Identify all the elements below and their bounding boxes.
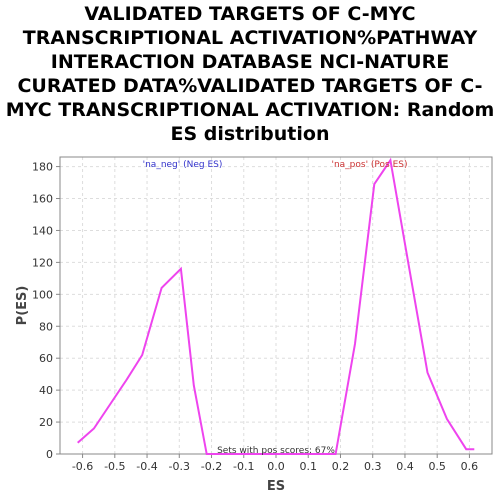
- x-tick-label: -0.3: [169, 460, 190, 473]
- y-tick-label: 40: [39, 384, 53, 397]
- y-tick-label: 160: [32, 193, 53, 206]
- x-tick-label: 0.4: [396, 460, 414, 473]
- x-tick-label: 0.1: [299, 460, 317, 473]
- y-tick-label: 180: [32, 161, 53, 174]
- y-tick-label: 140: [32, 224, 53, 237]
- annotation-label: 'na_pos' (Pos ES): [331, 160, 407, 170]
- y-tick-label: 0: [46, 448, 53, 461]
- series-layer: [77, 157, 475, 455]
- x-tick-label: -0.1: [233, 460, 254, 473]
- series-line: [77, 157, 475, 455]
- x-tick-label: 0.3: [364, 460, 382, 473]
- x-tick-label: -0.2: [201, 460, 222, 473]
- y-tick-label: 60: [39, 352, 53, 365]
- x-tick-label: 0.5: [428, 460, 446, 473]
- x-tick-label: -0.6: [72, 460, 93, 473]
- x-axis-label: ES: [267, 479, 285, 494]
- axes: -0.6 -0.5 -0.4 -0.3 -0.2 -0.1 0.0 0.1 0.2 0.3 0.4 0…: [32, 156, 493, 473]
- y-tick-label: 20: [39, 416, 53, 429]
- annotation-label: 'na_neg' (Neg ES): [143, 160, 223, 170]
- annotation-label: Sets with pos scores: 67%: [217, 446, 335, 456]
- x-tick-label: 0.6: [461, 460, 479, 473]
- y-tick-label: 80: [39, 320, 53, 333]
- chart-title: VALIDATED TARGETS OF C-MYC TRANSCRIPTION…: [5, 3, 495, 145]
- x-tick-label: -0.5: [104, 460, 125, 473]
- x-tick-label: -0.4: [136, 460, 157, 473]
- y-tick-label: 100: [32, 288, 53, 301]
- x-tick-label: 0.2: [332, 460, 350, 473]
- y-axis-label: P(ES): [15, 286, 30, 326]
- y-tick-label: 120: [32, 256, 53, 269]
- annotations: 'na_neg' (Neg ES) 'na_pos' (Pos ES) Sets w…: [143, 160, 408, 456]
- x-tick-label: 0.0: [267, 460, 285, 473]
